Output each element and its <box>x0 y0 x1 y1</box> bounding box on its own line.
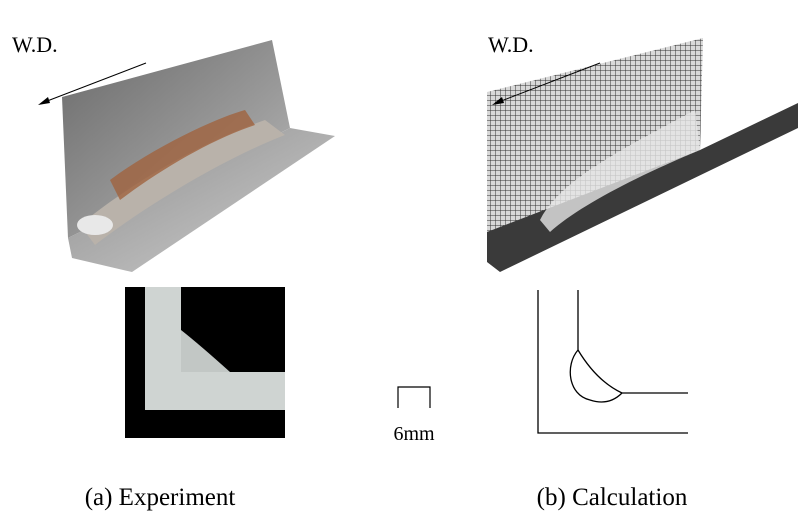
figure: W.D. W.D. 6mm (a) Experiment (b) Calcula… <box>0 0 798 515</box>
calculation-mesh <box>487 38 798 272</box>
scale-label: 6mm <box>393 423 435 445</box>
experiment-photo <box>62 40 335 272</box>
caption: (b) Calculation <box>537 484 688 511</box>
experiment-section <box>125 287 285 438</box>
direction-label: W.D. <box>12 32 58 57</box>
calculation-section <box>538 290 688 433</box>
caption: (a) Experiment <box>85 484 236 511</box>
scale-bar <box>398 387 430 408</box>
direction-label: W.D. <box>488 32 534 57</box>
